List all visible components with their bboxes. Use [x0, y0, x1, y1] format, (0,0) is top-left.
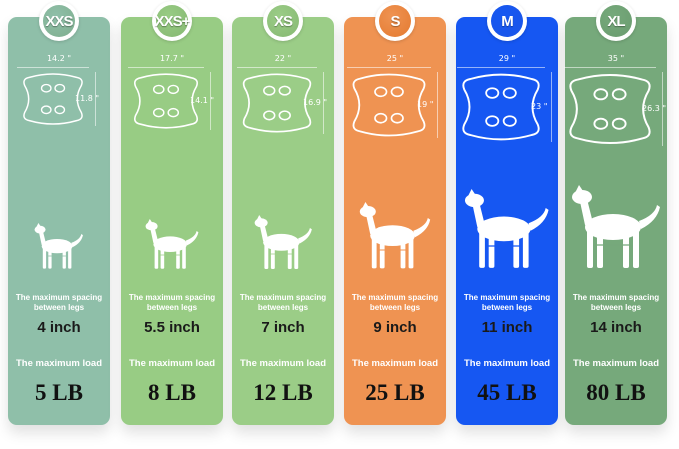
height-measurement: 23 "	[531, 102, 548, 111]
max-load-value: 25 LB	[365, 380, 425, 405]
harness-outline-icon	[569, 74, 651, 144]
load-label: The maximum load	[239, 358, 327, 369]
width-line	[564, 67, 656, 68]
harness-outline-icon	[462, 73, 540, 141]
height-measurement: 11.8 "	[75, 94, 100, 103]
harness-outline-icon	[352, 73, 426, 137]
height-line	[210, 72, 211, 130]
width-measurement: 29 "	[498, 54, 516, 63]
size-card-s: S 25 " 19 " The maximum spacing between	[344, 1, 446, 425]
width-measurement: 25 "	[386, 54, 404, 63]
width-line	[128, 67, 204, 68]
height-line	[437, 72, 438, 138]
spacing-label: The maximum spacing between legs	[572, 293, 660, 312]
height-measurement: 26.3 "	[642, 104, 667, 113]
height-measurement: 19 "	[417, 100, 434, 109]
leg-spacing-value: 11 inch	[481, 319, 533, 336]
spacing-label: The maximum spacing between legs	[463, 293, 551, 312]
dog-silhouette-icon	[344, 185, 446, 270]
max-load-value: 80 LB	[586, 380, 646, 405]
spacing-label: The maximum spacing between legs	[15, 293, 103, 312]
size-card-xxs-plus: XXS+ 17.7 " 14.1 " The maximum spacing b	[121, 1, 223, 425]
load-label: The maximum load	[351, 358, 439, 369]
leg-spacing-value: 7 inch	[261, 319, 305, 336]
load-label: The maximum load	[128, 358, 216, 369]
dog-silhouette-icon	[121, 185, 223, 270]
width-measurement: 14.2 "	[46, 54, 72, 63]
dog-silhouette-icon	[456, 185, 558, 270]
harness-outline-icon	[242, 73, 312, 133]
size-card-m: M 29 " 23 " The maximum spacing between	[456, 1, 558, 425]
height-line	[551, 72, 552, 142]
dog-silhouette-icon	[565, 185, 667, 270]
dog-silhouette-icon	[232, 185, 334, 270]
spacing-label: The maximum spacing between legs	[351, 293, 439, 312]
max-load-value: 8 LB	[148, 380, 196, 405]
width-line	[347, 67, 431, 68]
height-measurement: 16.9 "	[303, 98, 328, 107]
size-label: XXS	[43, 5, 75, 37]
size-badge: S	[375, 1, 415, 41]
width-line	[17, 67, 89, 68]
width-measurement: 22 "	[274, 54, 292, 63]
size-card-xl: XL 35 " 26.3 " The maximum spacing betwe	[564, 1, 667, 425]
spacing-label: The maximum spacing between legs	[239, 293, 327, 312]
size-card-xs: XS 22 " 16.9 " The maximum spacing betwe	[232, 1, 334, 425]
max-load-value: 12 LB	[253, 380, 313, 405]
width-measurement: 35 "	[607, 54, 625, 63]
height-measurement: 14.1 "	[190, 96, 215, 105]
size-label: XXS+	[155, 5, 190, 37]
load-label: The maximum load	[572, 358, 660, 369]
height-line	[662, 72, 663, 146]
harness-outline-icon	[23, 73, 83, 125]
leg-spacing-value: 4 inch	[37, 319, 81, 336]
spacing-label: The maximum spacing between legs	[128, 293, 216, 312]
max-load-value: 45 LB	[477, 380, 537, 405]
leg-spacing-value: 14 inch	[590, 319, 642, 336]
height-line	[95, 72, 96, 126]
width-line	[457, 67, 545, 68]
size-badge: XS	[263, 1, 303, 41]
load-label: The maximum load	[463, 358, 551, 369]
dog-silhouette-icon	[8, 185, 110, 270]
size-badge: XXS+	[152, 1, 192, 41]
size-label: S	[379, 5, 411, 37]
size-badge: M	[487, 1, 527, 41]
width-measurement: 17.7 "	[159, 54, 185, 63]
harness-outline-icon	[133, 73, 199, 129]
load-label: The maximum load	[15, 358, 103, 369]
leg-spacing-value: 9 inch	[373, 319, 417, 336]
size-label: M	[491, 5, 523, 37]
size-badge: XXS	[39, 1, 79, 41]
max-load-value: 5 LB	[35, 380, 83, 405]
size-label: XS	[267, 5, 299, 37]
height-line	[323, 72, 324, 134]
size-badge: XL	[596, 1, 636, 41]
size-card-xxs: XXS 14.2 " 11.8 " The maximum spacing be	[8, 1, 110, 425]
width-line	[237, 67, 317, 68]
size-label: XL	[600, 5, 632, 37]
leg-spacing-value: 5.5 inch	[144, 319, 200, 336]
